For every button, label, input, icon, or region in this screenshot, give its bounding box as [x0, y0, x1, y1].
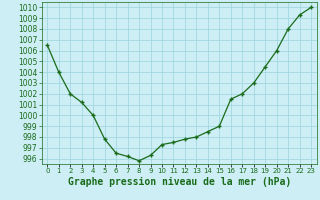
X-axis label: Graphe pression niveau de la mer (hPa): Graphe pression niveau de la mer (hPa) [68, 177, 291, 187]
